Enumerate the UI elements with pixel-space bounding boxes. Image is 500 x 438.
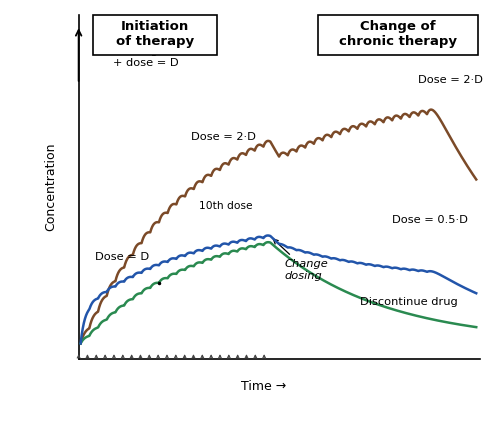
Text: Dose = 2·D: Dose = 2·D xyxy=(418,75,483,85)
Text: Dose = 2·D: Dose = 2·D xyxy=(191,132,256,142)
FancyBboxPatch shape xyxy=(92,15,217,55)
Text: 10th dose: 10th dose xyxy=(199,201,252,211)
Text: Discontinue drug: Discontinue drug xyxy=(360,297,458,307)
Text: Change of
chronic therapy: Change of chronic therapy xyxy=(339,20,457,48)
Text: Initiation
of therapy: Initiation of therapy xyxy=(116,20,194,48)
Text: Change
dosing: Change dosing xyxy=(274,239,328,281)
Text: Dose = D: Dose = D xyxy=(94,252,149,262)
FancyBboxPatch shape xyxy=(318,15,478,55)
Text: Concentration: Concentration xyxy=(44,143,57,231)
Text: Loading dose
+ dose = D: Loading dose + dose = D xyxy=(113,46,188,67)
Text: Time →: Time → xyxy=(240,380,286,393)
Text: Dose = 0.5·D: Dose = 0.5·D xyxy=(392,215,468,225)
